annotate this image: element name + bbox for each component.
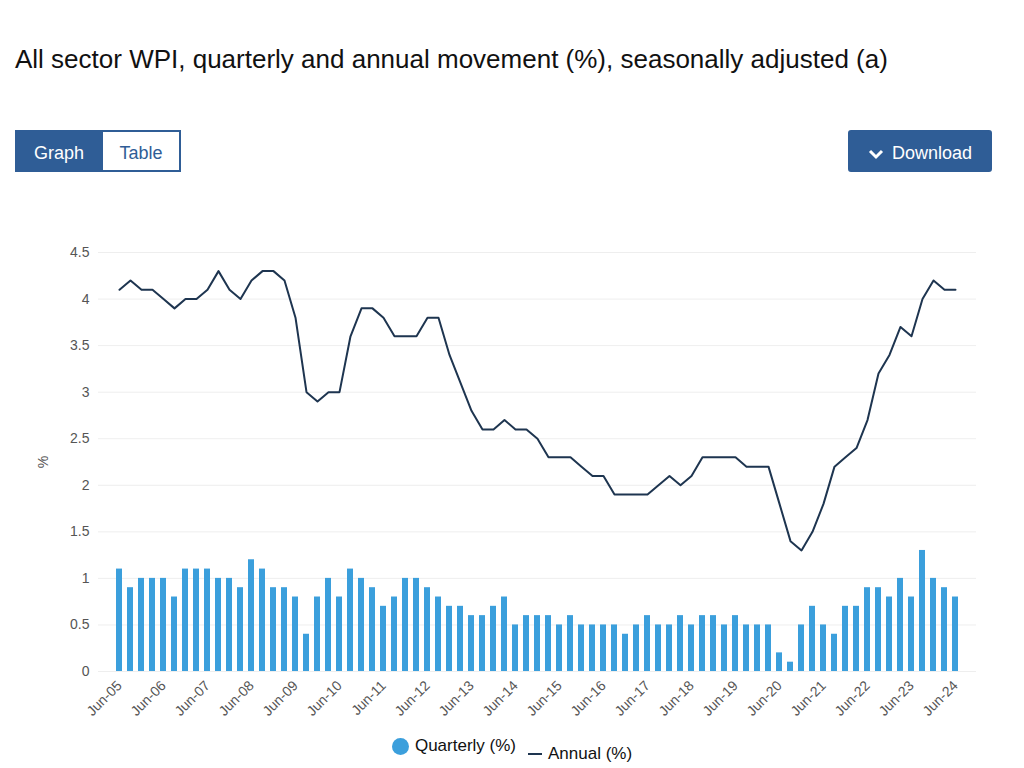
html-text:Annual (%): Annual (%): [548, 743, 633, 763]
svg-text:Jun-24: Jun-24: [919, 677, 961, 719]
svg-text:%: %: [35, 456, 51, 468]
svg-text:0: 0: [82, 663, 90, 679]
svg-text:Jun-14: Jun-14: [479, 677, 521, 719]
svg-text:Jun-20: Jun-20: [743, 677, 785, 719]
svg-text:2.5: 2.5: [70, 430, 90, 446]
svg-text:Jun-18: Jun-18: [655, 677, 697, 719]
svg-text:Jun-06: Jun-06: [127, 677, 169, 719]
svg-text:Jun-07: Jun-07: [171, 677, 213, 719]
svg-text:Jun-12: Jun-12: [391, 677, 433, 719]
svg-text:Jun-08: Jun-08: [215, 677, 257, 719]
html-text:Quarterly (%): Quarterly (%): [414, 736, 516, 755]
svg-text:4.5: 4.5: [70, 244, 90, 260]
svg-text:Jun-10: Jun-10: [303, 677, 345, 719]
html-text:Table: Table: [119, 143, 163, 163]
svg-text:Jun-17: Jun-17: [611, 677, 653, 719]
svg-text:Jun-16: Jun-16: [567, 677, 609, 719]
svg-text:Jun-19: Jun-19: [699, 677, 741, 719]
html-text:Download: Download: [892, 143, 972, 163]
svg-text:Jun-21: Jun-21: [787, 677, 829, 719]
svg-text:3.5: 3.5: [70, 337, 90, 353]
svg-text:0.5: 0.5: [70, 616, 90, 632]
svg-text:Jun-23: Jun-23: [875, 677, 917, 719]
html-text:Graph: Graph: [34, 143, 84, 163]
svg-text:Jun-13: Jun-13: [435, 677, 477, 719]
svg-text:1: 1: [82, 570, 90, 586]
svg-text:Jun-15: Jun-15: [523, 677, 565, 719]
svg-text:2: 2: [82, 477, 90, 493]
svg-text:3: 3: [82, 384, 90, 400]
svg-text:Jun-11: Jun-11: [348, 677, 389, 718]
svg-text:Jun-22: Jun-22: [831, 677, 873, 719]
svg-text:Jun-05: Jun-05: [83, 677, 125, 719]
svg-text:Jun-09: Jun-09: [259, 677, 301, 719]
html-text:All sector WPI, quarterly and: All sector WPI, quarterly and annual mov…: [15, 44, 888, 74]
svg-text:4: 4: [82, 291, 90, 307]
svg-text:1.5: 1.5: [70, 523, 90, 539]
